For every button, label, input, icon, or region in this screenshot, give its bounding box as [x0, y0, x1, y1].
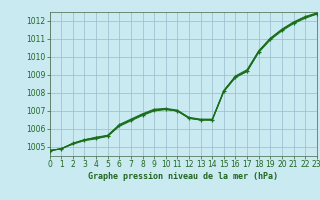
X-axis label: Graphe pression niveau de la mer (hPa): Graphe pression niveau de la mer (hPa) — [88, 172, 278, 181]
